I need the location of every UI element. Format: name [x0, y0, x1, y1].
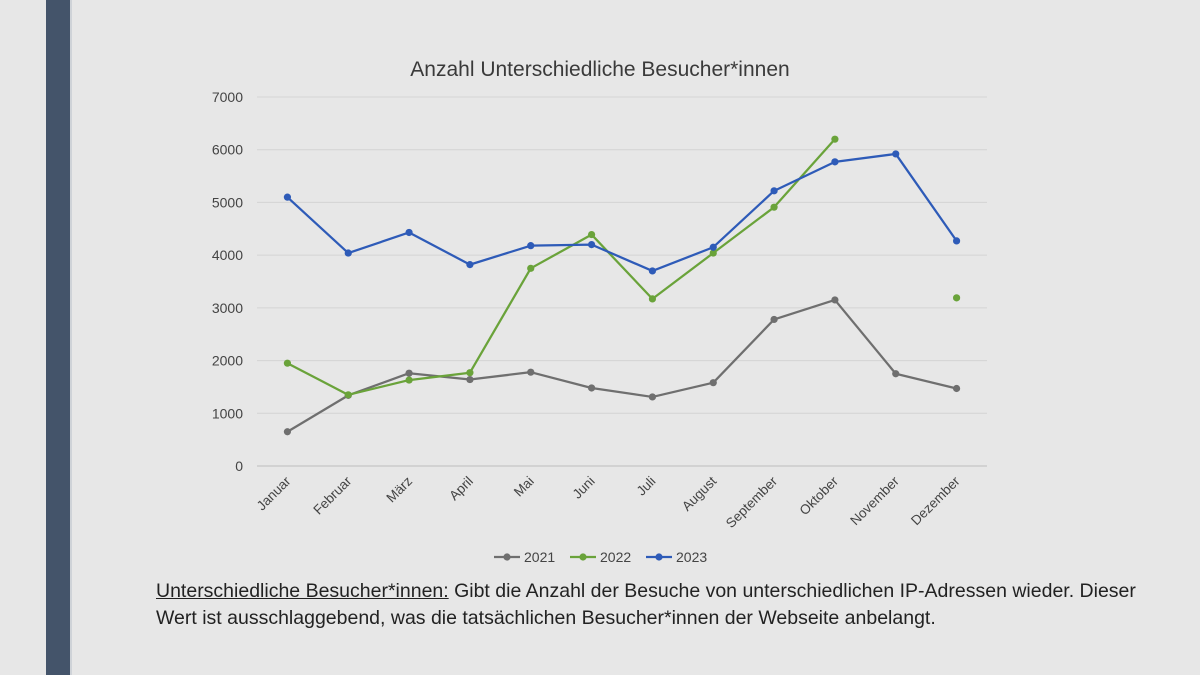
data-point-2021 — [892, 370, 900, 378]
data-point-2023 — [831, 158, 839, 166]
data-point-2021 — [587, 384, 596, 392]
data-point-2023 — [709, 243, 717, 251]
y-tick-label: 4000 — [212, 247, 243, 263]
x-tick-label: Oktober — [796, 473, 841, 518]
data-point-2023 — [527, 242, 535, 250]
y-tick-label: 7000 — [212, 89, 243, 105]
data-point-2021 — [466, 375, 474, 384]
sidebar-accent-bar — [46, 0, 70, 675]
y-tick-label: 1000 — [212, 405, 243, 421]
x-tick-label: November — [847, 473, 902, 528]
y-tick-label: 0 — [235, 458, 243, 474]
data-point-2022 — [831, 135, 839, 143]
data-point-2022 — [648, 295, 657, 303]
data-point-2023 — [648, 267, 657, 275]
data-point-2022 — [770, 203, 778, 211]
sidebar-accent-edge — [70, 0, 72, 675]
x-tick-label: Dezember — [908, 473, 963, 528]
data-point-2022 — [587, 230, 596, 239]
legend-label-2022: 2022 — [600, 549, 631, 565]
data-point-2023 — [952, 237, 961, 245]
y-tick-label: 3000 — [212, 300, 243, 316]
x-tick-label: März — [383, 473, 415, 505]
series-line-2021 — [286, 298, 957, 433]
caption-text: Gibt die Anzahl der Besuche von untersch… — [156, 580, 1136, 629]
data-point-2023 — [466, 261, 474, 269]
y-tick-label: 2000 — [212, 353, 243, 369]
x-tick-label: September — [723, 473, 781, 531]
x-tick-label: Juni — [570, 474, 598, 502]
x-tick-label: Juli — [634, 474, 659, 499]
data-point-2022 — [466, 369, 474, 377]
x-tick-label: Februar — [310, 473, 354, 517]
data-point-2022 — [283, 359, 292, 367]
data-point-2021 — [952, 384, 961, 393]
x-tick-label: August — [679, 473, 720, 514]
caption-term: Unterschiedliche Besucher*innen: — [156, 580, 449, 602]
data-point-2022 — [952, 294, 961, 302]
legend-marker-2022 — [579, 553, 587, 561]
chart-caption: Unterschiedliche Besucher*innen: Gibt di… — [156, 578, 1176, 632]
y-tick-label: 5000 — [212, 194, 243, 210]
data-point-2022 — [405, 376, 413, 384]
y-tick-label: 6000 — [212, 142, 243, 158]
legend-label-2021: 2021 — [524, 549, 555, 565]
data-point-2021 — [648, 393, 657, 401]
legend-marker-2023 — [655, 553, 663, 561]
series-line-2023 — [286, 152, 958, 273]
data-point-2023 — [587, 241, 596, 249]
x-tick-label: Januar — [254, 473, 294, 513]
legend-label-2023: 2023 — [676, 549, 707, 565]
data-point-2023 — [892, 150, 900, 158]
x-tick-label: Mai — [511, 474, 537, 500]
x-tick-label: April — [446, 474, 476, 504]
chart-title: Anzahl Unterschiedliche Besucher*innen — [410, 58, 789, 81]
data-point-2023 — [405, 228, 413, 237]
data-point-2021 — [283, 428, 292, 436]
data-point-2022 — [709, 249, 717, 257]
data-point-2023 — [770, 187, 778, 195]
data-point-2021 — [405, 369, 413, 377]
data-point-2021 — [770, 315, 778, 324]
data-point-2021 — [527, 368, 535, 376]
data-point-2021 — [709, 379, 717, 387]
data-point-2021 — [831, 296, 839, 304]
series-line-2022 — [286, 138, 836, 396]
data-point-2022 — [344, 391, 352, 399]
data-point-2023 — [344, 249, 352, 257]
legend-marker-2021 — [503, 553, 511, 561]
data-point-2023 — [283, 193, 292, 201]
data-point-2022 — [527, 264, 535, 272]
